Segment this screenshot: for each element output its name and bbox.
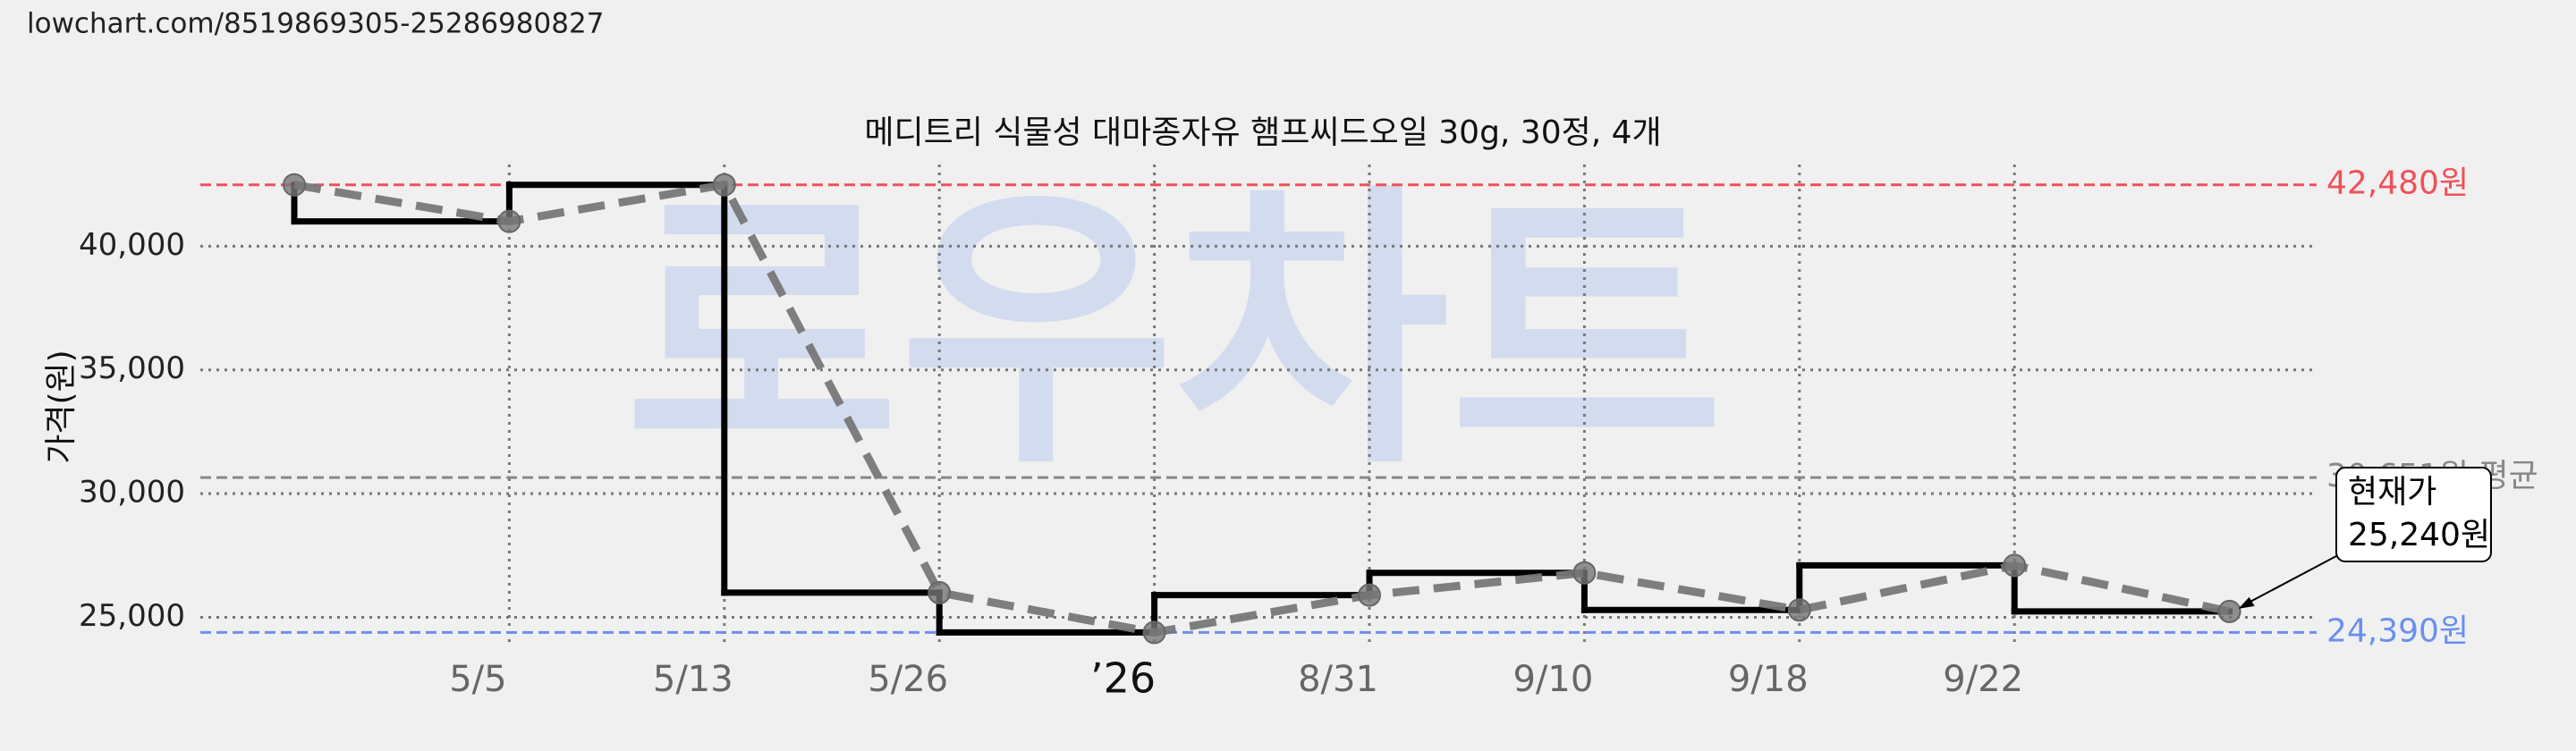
y-tick-label: 40,000 — [79, 227, 185, 263]
price-point — [1142, 620, 1166, 645]
x-tick-label: 8/31 — [1298, 659, 1378, 700]
y-tick-label: 30,000 — [79, 475, 185, 511]
x-tick-label: 9/22 — [1943, 659, 2023, 700]
y-tick-label: 25,000 — [79, 598, 185, 634]
x-tick-label: ’26 — [1090, 654, 1156, 703]
x-tick-label: 5/5 — [449, 659, 506, 700]
price-point — [1358, 583, 1381, 607]
annotation-box — [2335, 467, 2492, 562]
x-tick-label: 9/18 — [1728, 659, 1809, 700]
annotation-arrow — [2241, 555, 2337, 607]
y-tick-label: 35,000 — [79, 350, 185, 386]
price-point — [2003, 553, 2027, 578]
price-point — [283, 173, 306, 197]
reference-label: 42,480원 — [2326, 165, 2469, 202]
x-tick-label: 5/13 — [653, 659, 733, 700]
price-point — [497, 209, 521, 233]
annotation-arrowhead — [2238, 596, 2255, 609]
url: lowchart.com/8519869305-25286980827 — [27, 8, 604, 40]
x-tick-label: 5/26 — [868, 659, 948, 700]
price-point — [928, 580, 952, 604]
price-point — [1572, 561, 1597, 585]
price-point — [712, 173, 736, 197]
price-point — [1787, 598, 1811, 622]
reference-label: 24,390원 — [2326, 612, 2469, 649]
annotation-text: 현재가 — [2348, 474, 2436, 511]
chart-title: 메디트리 식물성 대마종자유 햄프씨드오일 30g, 30정, 4개 — [864, 114, 1661, 151]
y-axis-label: 가격(원) — [43, 350, 80, 463]
annotation-text: 25,240원 — [2348, 517, 2490, 553]
watermark: 로우차트 — [624, 160, 1724, 503]
price-point — [2217, 599, 2241, 623]
x-tick-label: 9/10 — [1513, 659, 1593, 700]
